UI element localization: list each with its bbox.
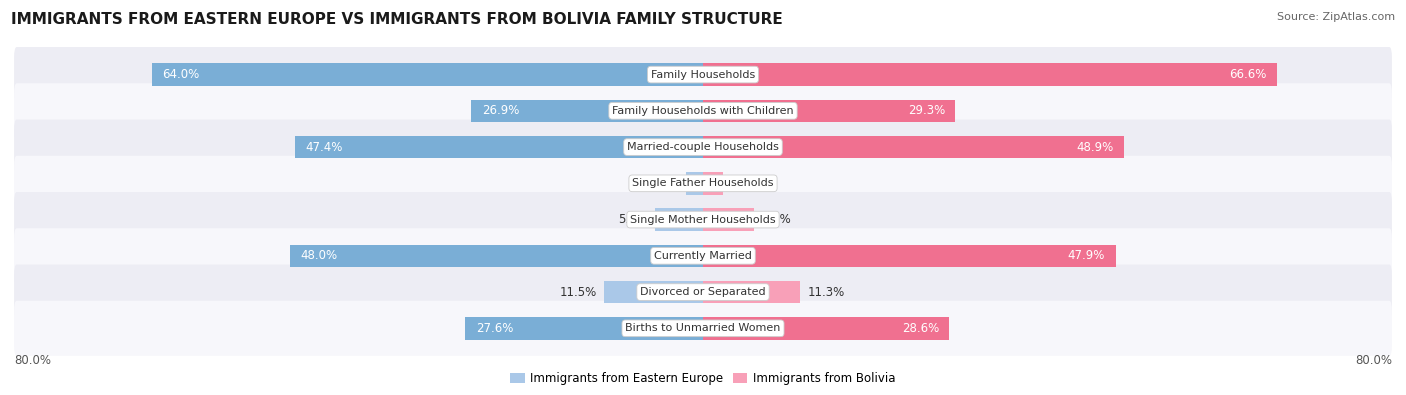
- FancyBboxPatch shape: [14, 265, 1392, 320]
- Text: 47.4%: 47.4%: [305, 141, 343, 154]
- Bar: [152, 63, 703, 86]
- Text: Births to Unmarried Women: Births to Unmarried Women: [626, 324, 780, 333]
- Text: 47.9%: 47.9%: [1067, 249, 1105, 262]
- FancyBboxPatch shape: [14, 301, 1392, 356]
- Text: 5.6%: 5.6%: [619, 213, 648, 226]
- Text: 5.9%: 5.9%: [761, 213, 790, 226]
- FancyBboxPatch shape: [14, 228, 1392, 283]
- Text: 64.0%: 64.0%: [162, 68, 200, 81]
- Bar: [703, 172, 723, 195]
- Text: Currently Married: Currently Married: [654, 251, 752, 261]
- Bar: [295, 136, 703, 158]
- Text: 48.0%: 48.0%: [299, 249, 337, 262]
- Text: 48.9%: 48.9%: [1077, 141, 1114, 154]
- FancyBboxPatch shape: [14, 47, 1392, 102]
- Text: 80.0%: 80.0%: [1355, 354, 1392, 367]
- Bar: [703, 100, 955, 122]
- Bar: [703, 245, 1115, 267]
- Text: Single Mother Households: Single Mother Households: [630, 214, 776, 225]
- Text: 28.6%: 28.6%: [901, 322, 939, 335]
- Bar: [655, 208, 703, 231]
- Text: 2.0%: 2.0%: [650, 177, 679, 190]
- FancyBboxPatch shape: [14, 83, 1392, 138]
- Bar: [703, 136, 1125, 158]
- Bar: [703, 317, 949, 340]
- Bar: [605, 281, 703, 303]
- Text: 27.6%: 27.6%: [475, 322, 513, 335]
- Text: 11.5%: 11.5%: [560, 286, 598, 299]
- Text: 11.3%: 11.3%: [807, 286, 845, 299]
- Text: Family Households with Children: Family Households with Children: [612, 106, 794, 116]
- Text: 80.0%: 80.0%: [14, 354, 51, 367]
- Bar: [703, 63, 1277, 86]
- Bar: [703, 281, 800, 303]
- FancyBboxPatch shape: [14, 120, 1392, 175]
- Bar: [703, 208, 754, 231]
- Bar: [465, 317, 703, 340]
- Text: IMMIGRANTS FROM EASTERN EUROPE VS IMMIGRANTS FROM BOLIVIA FAMILY STRUCTURE: IMMIGRANTS FROM EASTERN EUROPE VS IMMIGR…: [11, 12, 783, 27]
- Text: 26.9%: 26.9%: [482, 104, 519, 117]
- Text: 66.6%: 66.6%: [1229, 68, 1267, 81]
- Legend: Immigrants from Eastern Europe, Immigrants from Bolivia: Immigrants from Eastern Europe, Immigran…: [506, 367, 900, 389]
- Bar: [686, 172, 703, 195]
- Text: Divorced or Separated: Divorced or Separated: [640, 287, 766, 297]
- FancyBboxPatch shape: [14, 156, 1392, 211]
- Text: Single Father Households: Single Father Households: [633, 178, 773, 188]
- Text: Married-couple Households: Married-couple Households: [627, 142, 779, 152]
- Bar: [471, 100, 703, 122]
- Text: Source: ZipAtlas.com: Source: ZipAtlas.com: [1277, 12, 1395, 22]
- Text: 29.3%: 29.3%: [908, 104, 945, 117]
- Text: 2.3%: 2.3%: [730, 177, 759, 190]
- Text: Family Households: Family Households: [651, 70, 755, 79]
- Bar: [290, 245, 703, 267]
- FancyBboxPatch shape: [14, 192, 1392, 247]
